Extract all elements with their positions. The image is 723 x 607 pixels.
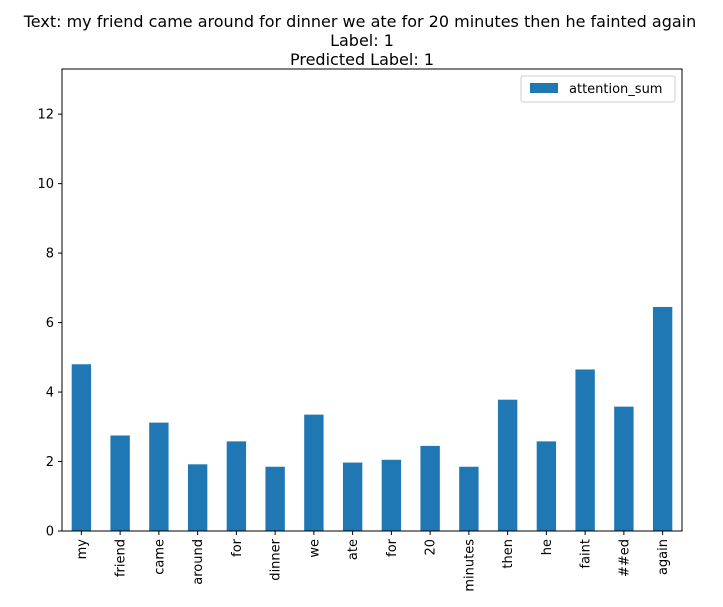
x-tick-label-10: minutes — [462, 539, 477, 592]
x-tick-label-1: friend — [114, 539, 129, 577]
bar-13 — [575, 369, 595, 531]
y-tick-label-5: 10 — [37, 177, 54, 192]
x-tick-label-13: faint — [579, 539, 594, 569]
x-tick-label-9: 20 — [424, 539, 439, 556]
x-tick-label-14: ##ed — [617, 539, 632, 577]
bar-12 — [536, 441, 557, 531]
x-tick-label-6: we — [307, 539, 322, 558]
x-tick-label-5: dinner — [269, 538, 284, 580]
chart-title-line-3: Predicted Label: 1 — [290, 50, 434, 69]
bar-10 — [459, 466, 479, 531]
x-tick-label-2: came — [152, 539, 167, 575]
x-tick-label-8: for — [385, 538, 400, 557]
x-tick-label-0: my — [75, 539, 90, 560]
x-tick-label-15: again — [656, 539, 671, 575]
bar-9 — [420, 445, 440, 531]
legend-box — [520, 75, 676, 103]
bar-7 — [342, 462, 363, 531]
x-tick-label-4: for — [230, 538, 245, 557]
y-tick-label-4: 8 — [46, 247, 54, 262]
bar-3 — [187, 464, 208, 531]
chart-title-line-1: Text: my friend came around for dinner w… — [23, 12, 697, 31]
bar-series — [71, 306, 673, 531]
x-axis: my friend came around for dinner we ate for 20 min… — [75, 531, 671, 592]
bar-1 — [110, 435, 130, 531]
bar-8 — [381, 459, 402, 531]
y-tick-label-3: 6 — [46, 316, 54, 331]
legend-swatch — [530, 83, 558, 93]
bar-5 — [265, 466, 285, 531]
y-tick-label-2: 4 — [46, 386, 54, 401]
y-tick-label-1: 2 — [46, 455, 54, 470]
chart-title-line-2: Label: 1 — [330, 31, 394, 50]
legend: attention_sum — [520, 75, 676, 103]
y-axis: 0 2 4 6 8 10 12 — [37, 108, 62, 540]
bar-4 — [226, 441, 247, 531]
bar-2 — [149, 422, 169, 531]
plot-frame — [61, 68, 683, 532]
bar-0 — [71, 364, 92, 531]
y-tick-label-6: 12 — [37, 108, 54, 123]
x-tick-label-3: around — [191, 539, 206, 585]
x-tick-label-12: he — [540, 539, 555, 555]
y-tick-label-0: 0 — [46, 525, 54, 540]
legend-label: attention_sum — [569, 82, 662, 97]
x-tick-label-11: then — [501, 539, 516, 569]
bar-6 — [304, 414, 324, 531]
bar-15 — [652, 306, 673, 531]
bar-14 — [614, 406, 634, 531]
x-tick-label-7: ate — [346, 539, 361, 560]
bar-11 — [497, 399, 518, 531]
chart-title: Text: my friend came around for dinner w… — [23, 12, 697, 69]
